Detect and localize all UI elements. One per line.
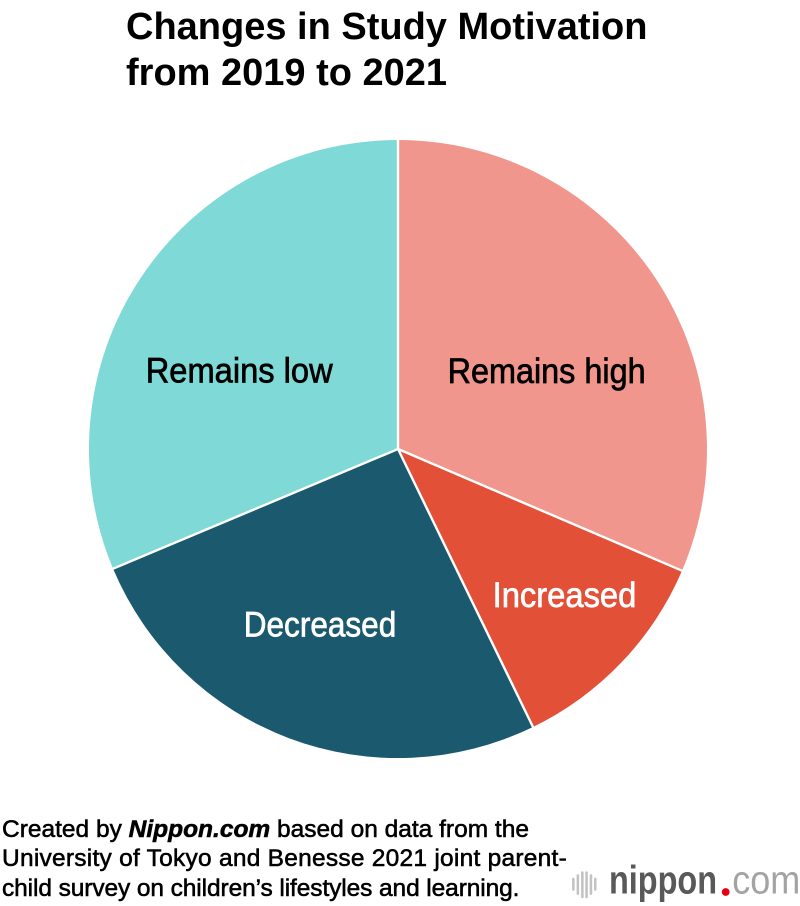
- svg-text:Increased: Increased: [493, 576, 637, 615]
- svg-text:Remains low: Remains low: [146, 352, 334, 391]
- svg-text:com: com: [732, 859, 800, 903]
- svg-text:nippon: nippon: [609, 859, 717, 903]
- svg-text:Remains high: Remains high: [448, 352, 646, 391]
- svg-text:Decreased: Decreased: [244, 606, 397, 645]
